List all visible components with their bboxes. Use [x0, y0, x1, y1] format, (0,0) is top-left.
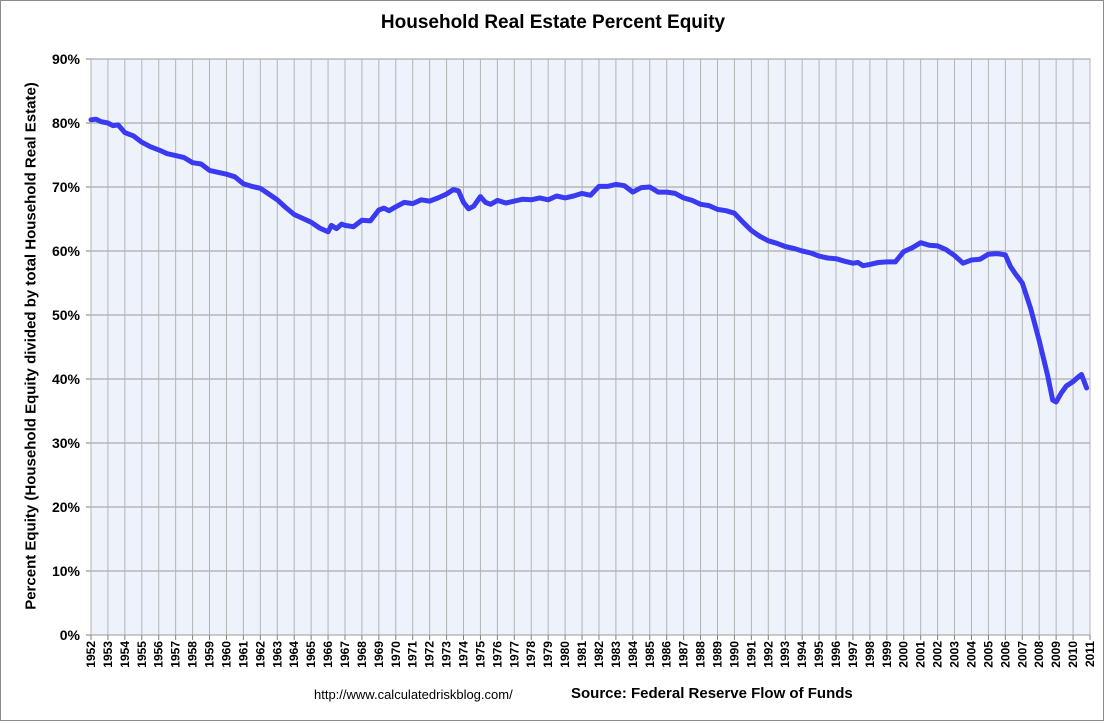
x-tick-label: 2010 — [1066, 641, 1080, 668]
x-tick-label: 1953 — [101, 641, 115, 668]
x-tick-label: 1952 — [84, 641, 98, 668]
x-tick-label: 1955 — [135, 641, 149, 668]
x-tick-label: 1977 — [507, 641, 521, 668]
footer-source: Source: Federal Reserve Flow of Funds — [571, 685, 853, 702]
y-tick-label: 80% — [52, 115, 81, 131]
y-tick-label: 70% — [52, 179, 81, 195]
x-tick-label: 1962 — [253, 641, 267, 668]
x-tick-label: 1968 — [355, 641, 369, 668]
x-tick-label: 1971 — [406, 641, 420, 668]
x-tick-label: 1973 — [440, 641, 454, 668]
series-layer — [88, 116, 1090, 405]
x-tick-label: 1997 — [846, 641, 860, 668]
x-tick-label: 1981 — [575, 641, 589, 668]
x-tick-label: 2004 — [964, 641, 978, 668]
x-tick-label: 2003 — [948, 641, 962, 668]
x-tick-label: 1965 — [304, 641, 318, 668]
x-tick-label: 2001 — [914, 641, 928, 668]
x-tick-label: 1960 — [219, 641, 233, 668]
x-tick-label: 1987 — [677, 641, 691, 668]
chart-title: Household Real Estate Percent Equity — [380, 12, 726, 33]
x-tick-label: 1996 — [829, 641, 843, 668]
x-tick-label: 1983 — [609, 641, 623, 668]
x-tick-label: 1986 — [660, 641, 674, 668]
x-tick-label: 1964 — [287, 641, 301, 668]
x-tick-label: 1956 — [152, 641, 166, 668]
x-tick-label: 1984 — [626, 641, 640, 668]
x-tick-label: 1978 — [524, 641, 538, 668]
x-tick-label: 1976 — [490, 641, 504, 668]
x-tick-label: 1970 — [389, 641, 403, 668]
x-tick-label: 2005 — [981, 641, 995, 668]
y-tick-label: 50% — [52, 307, 81, 323]
x-tick-label: 2007 — [1015, 641, 1029, 668]
x-tick-label: 1991 — [744, 641, 758, 668]
x-tick-label: 1982 — [592, 641, 606, 668]
x-tick-label: 1989 — [710, 641, 724, 668]
x-tick-label: 2002 — [931, 641, 945, 668]
x-tick-label: 1992 — [761, 641, 775, 668]
x-tick-label: 1998 — [863, 641, 877, 668]
x-tick-label: 1966 — [321, 641, 335, 668]
x-tick-labels: 1952 1953 1954 1955 1956 1957 1958 1959 1960 1961… — [84, 641, 1097, 668]
x-tick-label: 1974 — [457, 641, 471, 668]
x-tick-label: 2008 — [1032, 641, 1046, 668]
x-tick-label: 1972 — [423, 641, 437, 668]
x-tick-label: 1975 — [473, 641, 487, 668]
x-tick-label: 1985 — [643, 641, 657, 668]
y-tick-labels: 0% 10% 20% 30% 40% 50% 60% 70% 80% 90% — [52, 51, 81, 643]
x-tick-label: 1980 — [558, 641, 572, 668]
plot-area — [90, 58, 1091, 636]
x-tick-label: 1963 — [270, 641, 284, 668]
footer-url: http://www.calculatedriskblog.com/ — [314, 687, 513, 702]
y-tick-label: 40% — [52, 371, 81, 387]
y-tick-label: 90% — [52, 51, 81, 67]
x-tick-label: 1994 — [795, 641, 809, 668]
x-tick-label: 1969 — [372, 641, 386, 668]
x-tick-label: 1957 — [169, 641, 183, 668]
x-tick-label: 2011 — [1083, 641, 1097, 667]
x-tick-label: 1995 — [812, 641, 826, 668]
x-tick-label: 1967 — [338, 641, 352, 668]
x-tick-label: 1999 — [880, 641, 894, 668]
x-tick-label: 2000 — [897, 641, 911, 668]
grid-lines — [86, 58, 1091, 640]
x-tick-label: 1954 — [118, 641, 132, 668]
x-tick-label: 2009 — [1049, 641, 1063, 668]
x-tick-label: 1958 — [186, 641, 200, 668]
x-tick-label: 1979 — [541, 641, 555, 668]
y-tick-label: 10% — [52, 563, 81, 579]
x-tick-label: 1988 — [694, 641, 708, 668]
x-tick-label: 1959 — [203, 641, 217, 668]
y-tick-label: 30% — [52, 435, 81, 451]
x-tick-label: 1993 — [778, 641, 792, 668]
y-tick-label: 60% — [52, 243, 81, 259]
x-tick-label: 1990 — [727, 641, 741, 668]
series-line — [88, 116, 1090, 405]
x-tick-label: 1961 — [236, 641, 250, 668]
y-tick-label: 0% — [60, 627, 81, 643]
x-tick-label: 2006 — [998, 641, 1012, 668]
y-tick-label: 20% — [52, 499, 81, 515]
